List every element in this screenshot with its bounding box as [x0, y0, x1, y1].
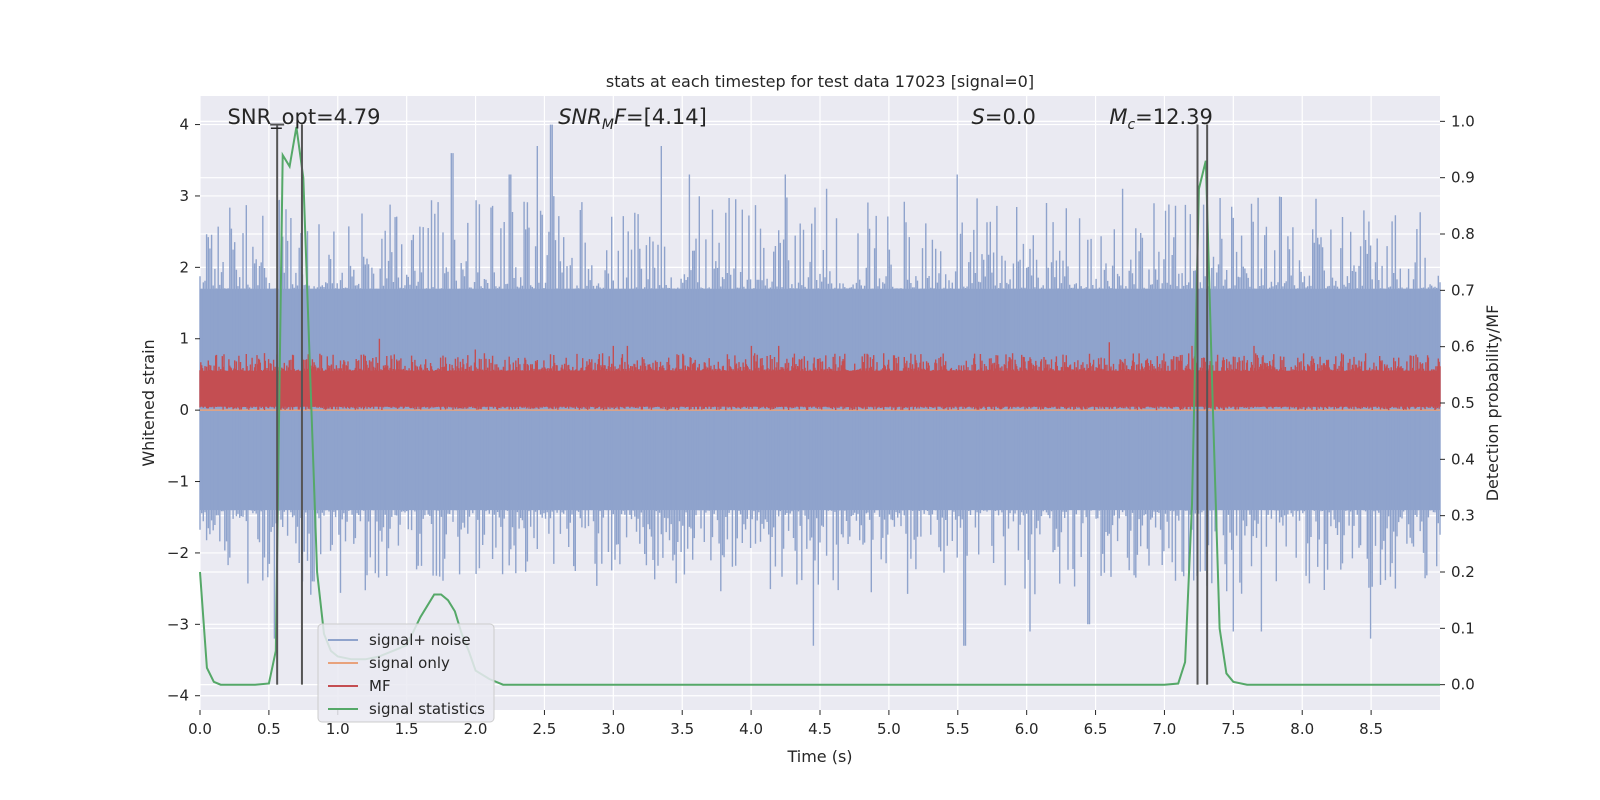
axes: 0.0 0.5 1.0 1.5 2.0 2.5 3.0 3.5 4.0 4.5 5.0 5.5 6.0 6…	[167, 112, 1475, 738]
y-tick-label-right: 0.7	[1451, 281, 1475, 299]
x-tick-label: 7.5	[1221, 720, 1245, 738]
annotations: SNR_opt=4.79 SNRMF=[4.14] S=0.0 Mc=12.39	[228, 105, 1213, 133]
y-tick-label-right: 0.0	[1451, 676, 1475, 694]
y-tick-label-right: 0.2	[1451, 563, 1475, 581]
y-axis-label: Whitened strain	[139, 339, 158, 466]
x-tick-label: 3.5	[670, 720, 694, 738]
x-tick-label: 5.5	[946, 720, 970, 738]
x-tick-label: 7.0	[1153, 720, 1177, 738]
legend-label-signal-statistics: signal statistics	[369, 700, 485, 718]
x-tick-label: 5.0	[877, 720, 901, 738]
y-tick-label-right: 0.4	[1451, 450, 1475, 468]
x-tick-label: 8.5	[1359, 720, 1383, 738]
x-tick-label: 0.0	[188, 720, 212, 738]
annotation-snr-mf: SNRMF=[4.14]	[558, 105, 707, 133]
x-tick-label: 2.0	[464, 720, 488, 738]
y-tick-label: 2	[179, 258, 189, 276]
y-tick-label: −4	[167, 687, 189, 705]
y-tick-label: 1	[179, 330, 189, 348]
x-tick-label: 3.0	[601, 720, 625, 738]
y-tick-label-right: 0.5	[1451, 394, 1475, 412]
data-layer	[199, 124, 1441, 686]
x-tick-label: 2.5	[533, 720, 557, 738]
y-tick-label: 3	[179, 187, 189, 205]
chart-title: stats at each timestep for test data 170…	[606, 72, 1034, 91]
vertical-markers	[270, 123, 1209, 685]
y-tick-label-right: 0.1	[1451, 619, 1475, 637]
legend-label-signal-noise: signal+ noise	[369, 631, 471, 649]
x-tick-label: 0.5	[257, 720, 281, 738]
x-tick-label: 1.5	[395, 720, 419, 738]
legend: signal+ noise signal only MF signal stat…	[317, 623, 495, 723]
y-axis-label-right: Detection probability/MF	[1483, 305, 1502, 502]
y-tick-label: 4	[179, 116, 189, 134]
y-tick-label-right: 0.9	[1451, 169, 1475, 187]
legend-box	[317, 623, 495, 723]
annotation-snr-opt: SNR_opt=4.79	[228, 105, 381, 130]
x-tick-label: 1.0	[326, 720, 350, 738]
y-tick-label: −1	[167, 473, 189, 491]
x-tick-label: 6.0	[1015, 720, 1039, 738]
annotation-mc-value: Mc=12.39	[1109, 105, 1213, 133]
y-tick-label-right: 0.8	[1451, 225, 1475, 243]
legend-label-mf: MF	[369, 677, 391, 695]
x-tick-label: 6.5	[1084, 720, 1108, 738]
annotation-s-value: S=0.0	[972, 105, 1036, 129]
x-tick-label: 4.0	[739, 720, 763, 738]
series-mf	[199, 338, 1441, 411]
x-tick-label: 4.5	[808, 720, 832, 738]
y-tick-label-right: 0.6	[1451, 338, 1475, 356]
x-axis-label: Time (s)	[786, 747, 852, 766]
y-tick-label-right: 1.0	[1451, 112, 1475, 130]
y-tick-label-right: 0.3	[1451, 507, 1475, 525]
y-tick-label: −2	[167, 544, 189, 562]
legend-label-signal-only: signal only	[369, 654, 450, 672]
y-tick-label: 0	[179, 401, 189, 419]
x-tick-label: 8.0	[1290, 720, 1314, 738]
y-tick-label: −3	[167, 615, 189, 633]
series-signal-statistics	[199, 126, 1440, 686]
